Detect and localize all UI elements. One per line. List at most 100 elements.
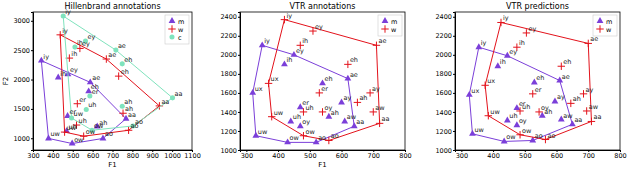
tick: 500 bbox=[519, 150, 531, 160]
tick-label: 1000 bbox=[220, 147, 237, 155]
point-label: ow bbox=[290, 134, 300, 142]
point-label: ao bbox=[547, 132, 555, 140]
point-label: ow bbox=[74, 136, 84, 144]
tick-label: 2400 bbox=[220, 13, 237, 21]
tick-label: 1400 bbox=[220, 109, 237, 117]
point-label: aa bbox=[574, 116, 582, 124]
tick: 1800 bbox=[220, 70, 240, 78]
tick: 1600 bbox=[220, 89, 240, 97]
point-label: ih bbox=[77, 39, 83, 47]
tick-label: 2000 bbox=[220, 51, 237, 59]
tick-label: 1200 bbox=[435, 128, 452, 136]
tick: 1500 bbox=[13, 105, 33, 113]
plot-area bbox=[466, 19, 595, 144]
point-label: iy bbox=[65, 8, 71, 16]
tick: 400 bbox=[272, 150, 284, 160]
point-label: er bbox=[92, 88, 99, 96]
y-axis: 1000 1200 1400 1600 1800 2000 2200 2400 bbox=[220, 13, 240, 155]
point-label: ux bbox=[487, 77, 495, 85]
point-label: ih bbox=[500, 58, 506, 66]
plot-area bbox=[249, 16, 383, 144]
vowel-hull bbox=[269, 20, 380, 141]
point-labels: iyiheyehaeahaaaoowuhuweriyiheyehaeahaaao… bbox=[43, 8, 182, 143]
vowel-hull bbox=[485, 22, 591, 139]
tick-label: 300 bbox=[27, 152, 39, 160]
legend-label: m bbox=[391, 18, 397, 26]
point-label: oy bbox=[302, 118, 310, 126]
tick: 400 bbox=[487, 150, 499, 160]
tick: 500 bbox=[67, 150, 79, 160]
tick: 700 bbox=[583, 150, 595, 160]
point-label: ey bbox=[509, 48, 517, 56]
point-label: uh bbox=[522, 103, 530, 111]
point-label: uw bbox=[490, 108, 500, 116]
point-label: ih bbox=[60, 70, 66, 78]
tick: 1000 bbox=[435, 147, 455, 155]
point-label: aa bbox=[356, 118, 364, 126]
tick-label: 800 bbox=[614, 152, 626, 160]
point-label: uw bbox=[74, 110, 84, 118]
point-label: eh bbox=[536, 74, 544, 82]
tick-label: 2200 bbox=[220, 32, 237, 40]
plot-frame bbox=[240, 12, 405, 150]
point-label: iy bbox=[286, 12, 292, 20]
tick: 1800 bbox=[435, 70, 455, 78]
point-label: ae bbox=[590, 35, 598, 43]
legend: mw bbox=[378, 15, 402, 36]
tick-label: 500 bbox=[519, 152, 531, 160]
point-label: aa bbox=[175, 90, 183, 98]
point-label: oy bbox=[541, 104, 549, 112]
point-labels: iyiheyehaeaaahaoowuhuwuxerayawoyiyiheyeh… bbox=[471, 14, 601, 141]
point-label: iy bbox=[481, 39, 487, 47]
tick: 300 bbox=[456, 150, 468, 160]
point-label: ey bbox=[70, 66, 78, 74]
tick: 700 bbox=[368, 150, 380, 160]
legend-label: w bbox=[606, 26, 612, 34]
point-label: iy bbox=[62, 27, 68, 35]
point-label: uh bbox=[79, 117, 87, 125]
tick-label: 2000 bbox=[435, 51, 452, 59]
legend-marker bbox=[169, 34, 174, 39]
legend-marker bbox=[381, 25, 388, 32]
panel: VTR annotations3004005006007008001000120… bbox=[220, 2, 411, 169]
point-label: eh bbox=[124, 56, 132, 64]
tick: 3000 bbox=[13, 17, 33, 25]
point-label: ae bbox=[350, 71, 358, 79]
tick: 1100 bbox=[184, 150, 201, 160]
tick: 800 bbox=[614, 150, 626, 160]
point-label: er bbox=[321, 85, 328, 93]
tick-label: 600 bbox=[87, 152, 99, 160]
tick-label: 400 bbox=[47, 152, 59, 160]
point-label: ey bbox=[315, 23, 323, 31]
point-label: ao bbox=[135, 118, 143, 126]
tick: 500 bbox=[304, 150, 316, 160]
point-label: oy bbox=[325, 104, 333, 112]
tick: 1200 bbox=[435, 128, 455, 136]
point-label: ey bbox=[82, 40, 90, 48]
tick: 1000 bbox=[220, 147, 240, 155]
panel: VTR predictions3004005006007008001000120… bbox=[435, 2, 626, 160]
point-label: ae bbox=[108, 51, 116, 59]
tick-label: 700 bbox=[368, 152, 380, 160]
point-label: ih bbox=[519, 39, 525, 47]
vowel-hull bbox=[41, 61, 126, 144]
point-label: aa bbox=[161, 98, 169, 106]
y-axis-label: F2 bbox=[2, 77, 10, 85]
point-label: aw bbox=[375, 104, 385, 112]
point-label: ow bbox=[522, 127, 532, 135]
legend-box bbox=[593, 15, 617, 36]
point-label: aw bbox=[347, 113, 357, 121]
panel: Hillenbrand annotations30040050060070080… bbox=[2, 2, 201, 169]
vowel-hull bbox=[60, 35, 159, 136]
legend-label: m bbox=[606, 18, 612, 26]
tick: 2200 bbox=[220, 32, 240, 40]
tick: 2000 bbox=[435, 51, 455, 59]
title: VTR predictions bbox=[506, 2, 569, 11]
point-label: ae bbox=[92, 74, 100, 82]
tick: 300 bbox=[241, 150, 253, 160]
tick: 800 bbox=[127, 150, 139, 160]
tick-label: 1200 bbox=[220, 128, 237, 136]
point-label: uh bbox=[305, 104, 313, 112]
tick: 2000 bbox=[220, 51, 240, 59]
y-axis: 10001200140016001800200022002400 bbox=[435, 13, 455, 155]
